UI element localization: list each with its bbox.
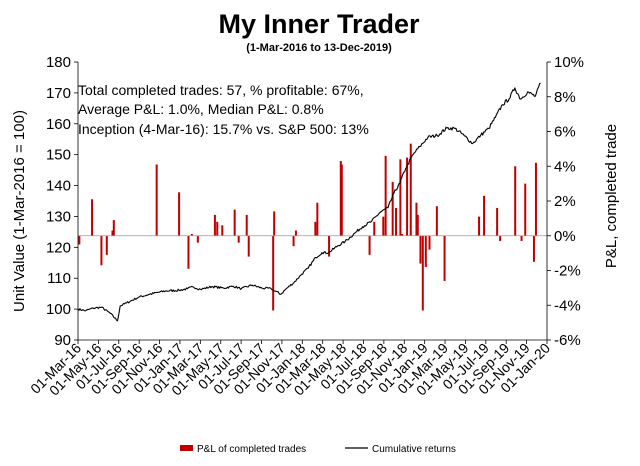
right-tick-label: -2% [554,263,581,280]
right-tick-label: -6% [554,332,581,349]
chart-title: My Inner Trader [218,9,420,39]
pnl-bar [196,235,199,243]
pnl-bar [213,214,216,236]
pnl-bar [155,164,158,236]
pnl-bar [368,235,371,255]
pnl-bar [401,234,404,236]
pnl-bar [499,235,502,241]
pnl-bar [221,225,224,236]
pnl-bar [443,235,446,281]
annotation-line-2: Average P&L: 1.0%, Median P&L: 0.8% [78,101,324,117]
legend-bars-swatch [180,445,193,451]
right-tick-label: 8% [554,89,576,106]
pnl-bar [478,216,481,236]
pnl-bar [415,202,418,236]
pnl-bar [435,206,438,236]
pnl-bar [100,235,103,266]
pnl-bar [406,157,409,236]
left-tick-label: 100 [46,301,71,318]
pnl-bar [328,235,331,257]
pnl-bar [534,162,537,236]
pnl-bar [428,235,431,250]
pnl-bar [419,235,422,264]
pnl-bar [178,192,181,236]
x-ticks: 01-Mar-1601-May-1601-Jul-1601-Sep-1601-N… [27,340,553,399]
pnl-bar [424,235,427,268]
right-tick-label: 4% [554,158,576,175]
pnl-bar [316,202,319,236]
legend: P&L of completed trades Cumulative retur… [180,444,456,455]
annotation-line-1: Total completed trades: 57, % profitable… [78,82,364,98]
left-y-ticks: 90 100 110 120 130 140 150 160 170 180 [46,54,78,349]
left-axis-label: Unit Value (1-Mar-2016 = 100) [11,110,28,312]
left-tick-label: 130 [46,208,71,225]
pnl-bar [391,181,394,236]
pnl-bar [294,230,297,236]
pnl-bar [339,161,342,236]
pnl-bar [373,221,376,236]
pnl-bar [245,214,248,236]
pnl-bar [520,235,523,241]
right-y-ticks: -6% -4% -2% 0% 2% 4% 6% 8% 10% [547,54,584,349]
pnl-bar [292,235,295,247]
pnl-bar [190,234,193,236]
pnl-bar [91,199,94,236]
legend-line-label: Cumulative returns [372,444,456,455]
pnl-bar [409,143,412,236]
pnl-bar [421,235,424,311]
left-tick-label: 110 [47,270,71,287]
pnl-bar [272,235,275,311]
pnl-bar [340,164,343,236]
pnl-bar [496,207,499,236]
left-tick-label: 140 [46,178,71,195]
pnl-bar [237,235,240,243]
pnl-bars [78,143,537,311]
pnl-bar [514,166,517,236]
pnl-bar [314,221,317,236]
pnl-bar [524,183,527,236]
right-tick-label: 6% [554,124,576,141]
left-tick-label: 120 [46,239,71,256]
pnl-bar [187,235,190,269]
legend-bars-label: P&L of completed trades [197,444,306,455]
pnl-bar [483,195,486,236]
annotations: Total completed trades: 57, % profitable… [78,82,369,137]
left-tick-label: 90 [54,332,71,349]
right-axis-label: P&L, completed trade [603,124,620,268]
left-tick-label: 160 [46,116,71,133]
left-tick-label: 170 [46,85,71,102]
pnl-bar [105,235,108,255]
left-tick-label: 180 [46,54,71,71]
pnl-bar [273,211,276,236]
pnl-bar [384,155,387,236]
pnl-bar [247,235,250,257]
pnl-bar [111,230,114,236]
pnl-bar [532,235,535,262]
right-tick-label: 0% [554,228,576,245]
pnl-bar [399,159,402,236]
cumulative-returns-line [77,82,541,322]
pnl-bar [382,216,385,236]
right-tick-label: 2% [554,193,576,210]
pnl-bar [112,220,115,236]
pnl-bar [216,221,219,236]
right-tick-label: 10% [554,54,584,71]
pnl-bar [416,214,419,236]
right-tick-label: -4% [554,297,581,314]
left-tick-label: 150 [46,147,71,164]
chart-subtitle: (1-Mar-2016 to 13-Dec-2019) [246,42,392,54]
pnl-bar [233,209,236,236]
annotation-line-3: Inception (4-Mar-16): 15.7% vs. S&P 500:… [78,121,369,137]
pnl-bar [395,207,398,236]
pnl-bar [78,235,81,245]
